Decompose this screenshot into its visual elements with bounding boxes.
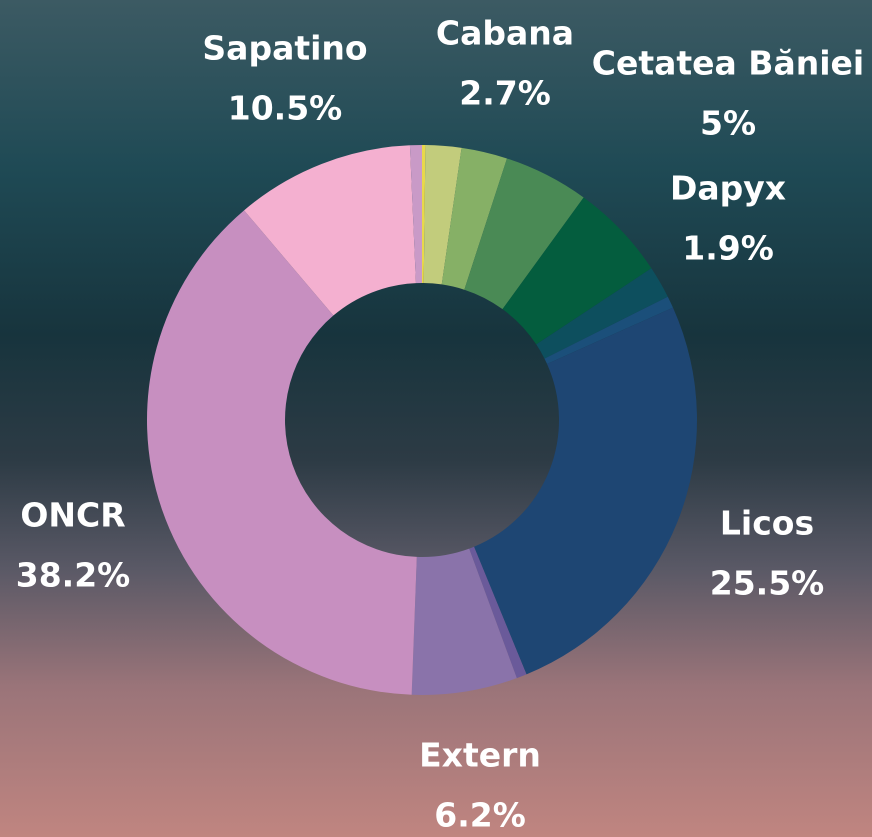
donut-slice: [422, 145, 426, 284]
donut-slice: [502, 197, 652, 345]
donut-slice: [536, 268, 668, 359]
value-label: 6.2%: [434, 796, 526, 835]
slice-label: Cabana: [436, 14, 574, 53]
donut-slice: [544, 296, 673, 365]
donut-slice: [409, 145, 422, 284]
slice-label: Sapatino: [202, 29, 367, 68]
value-label: 5%: [700, 104, 756, 143]
donut-slice: [469, 546, 527, 679]
value-label: 10.5%: [228, 89, 343, 128]
value-label: 1.9%: [682, 229, 774, 268]
value-label: 2.7%: [459, 74, 551, 113]
value-label: 25.5%: [710, 564, 825, 603]
donut-slice: [423, 145, 462, 285]
donut-slice: [244, 145, 416, 316]
donut-slice: [474, 307, 697, 675]
donut-slice: [411, 548, 517, 695]
slice-label: Licos: [720, 504, 814, 543]
donut-slice: [146, 210, 417, 695]
slice-label: Extern: [419, 736, 541, 775]
value-label: 38.2%: [16, 556, 131, 595]
donut-slice: [464, 158, 584, 310]
slice-label: Cetatea Băniei: [592, 44, 864, 83]
donut-slice: [441, 147, 507, 290]
slice-label: Dapyx: [670, 169, 786, 208]
slice-label: ONCR: [20, 496, 125, 535]
